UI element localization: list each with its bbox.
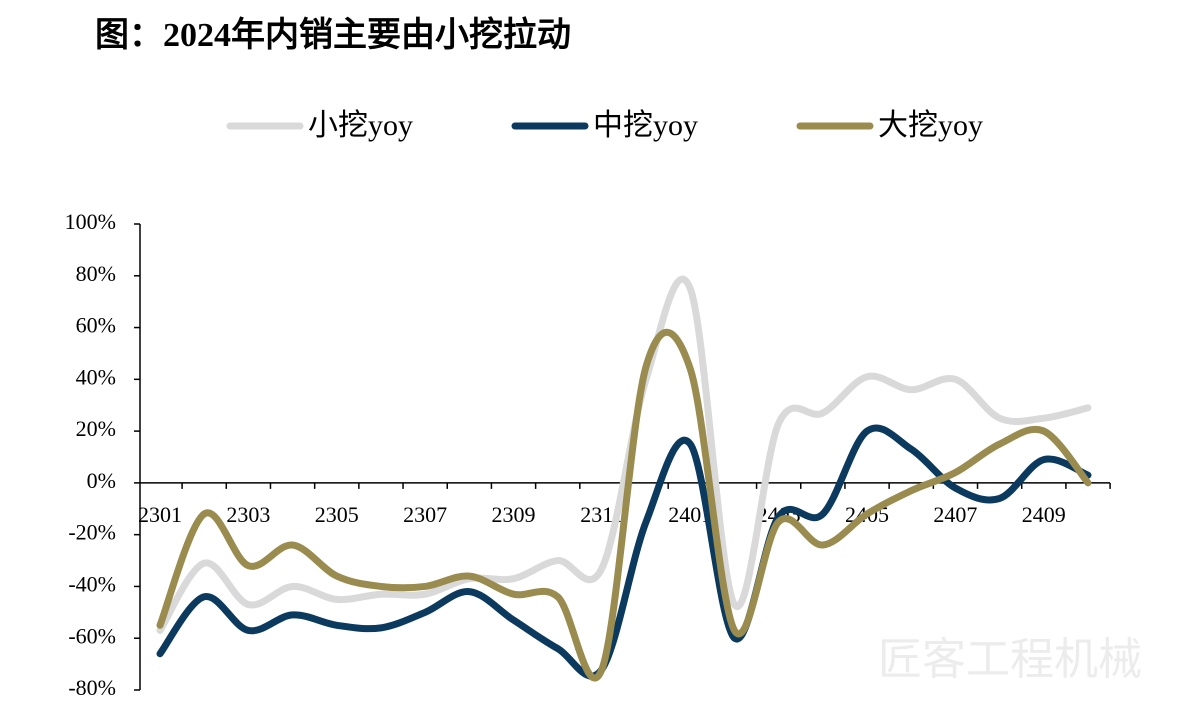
y-tick-label: 20%	[76, 416, 116, 441]
x-tick-label: 2301	[138, 502, 182, 527]
x-tick-label: 2409	[1022, 502, 1066, 527]
y-tick-label: -40%	[68, 571, 116, 596]
y-tick-label: -20%	[68, 520, 116, 545]
line	[156, 328, 1092, 682]
legend-label: 中挖yoy	[593, 109, 698, 142]
line	[156, 424, 1092, 680]
x-tick-label: 2305	[315, 502, 359, 527]
y-tick-label: 80%	[76, 261, 116, 286]
y-tick-label: 60%	[76, 313, 116, 338]
chart-title: 图：2024年内销主要由小挖拉动	[95, 16, 571, 54]
y-tick-label: -80%	[68, 675, 116, 700]
legend-label: 小挖yoy	[308, 109, 413, 142]
x-tick-label: 2309	[492, 502, 536, 527]
y-tick-label: 0%	[87, 468, 116, 493]
y-tick-label: 40%	[76, 364, 116, 389]
x-tick-label: 2303	[226, 502, 270, 527]
x-tick-label: 2407	[933, 502, 977, 527]
x-tick-label: 2307	[403, 502, 447, 527]
y-tick-label: 100%	[65, 209, 116, 234]
legend-label: 大挖yoy	[878, 109, 983, 142]
line	[156, 275, 1092, 634]
watermark: 匠客工程机械	[878, 634, 1142, 685]
y-tick-label: -60%	[68, 623, 116, 648]
